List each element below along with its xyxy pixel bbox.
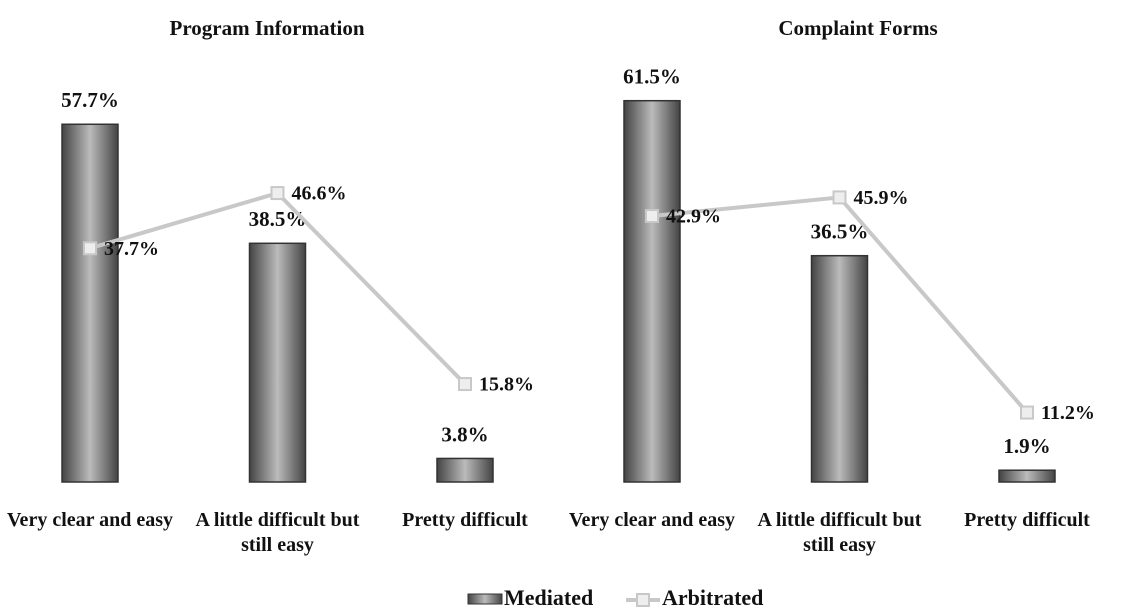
- data-label: 3.8%: [441, 422, 488, 446]
- x-tick-label: Pretty difficult: [964, 509, 1090, 531]
- bar: [998, 469, 1056, 483]
- chart-title: Complaint Forms: [778, 16, 937, 40]
- data-label: 11.2%: [1041, 402, 1095, 424]
- x-tick-label: Very clear and easy: [6, 509, 174, 531]
- line-marker: [832, 190, 847, 205]
- line-marker: [83, 241, 97, 256]
- data-label: 15.8%: [479, 374, 534, 396]
- data-label: 57.7%: [61, 88, 119, 112]
- x-tick-label: Very clear and easy: [568, 509, 736, 531]
- data-label: 1.9%: [1003, 434, 1050, 458]
- x-tick-label: Pretty difficult: [402, 509, 528, 531]
- legend-swatch: [636, 593, 650, 607]
- x-tick-label: A little difficult but still easy: [195, 509, 360, 556]
- bar: [436, 457, 494, 483]
- data-label: 61.5%: [623, 65, 681, 89]
- data-label: 37.7%: [104, 238, 159, 260]
- line-marker: [270, 186, 285, 201]
- data-label: 36.5%: [811, 220, 869, 244]
- bar: [248, 242, 307, 483]
- legend-label: Mediated: [504, 585, 593, 610]
- line-marker: [1020, 405, 1034, 420]
- line-marker: [645, 209, 659, 224]
- bar: [61, 123, 119, 483]
- data-label: 38.5%: [249, 207, 307, 231]
- bar: [810, 254, 869, 483]
- data-label: 46.6%: [292, 183, 347, 205]
- line-marker: [458, 377, 472, 392]
- legend-swatch: [467, 593, 503, 605]
- data-label: 45.9%: [854, 187, 909, 209]
- x-tick-label: A little difficult but still easy: [757, 509, 922, 556]
- bar: [623, 99, 681, 483]
- legend-label: Arbitrated: [662, 585, 763, 610]
- data-label: 42.9%: [666, 206, 721, 228]
- chart-title: Program Information: [170, 16, 365, 40]
